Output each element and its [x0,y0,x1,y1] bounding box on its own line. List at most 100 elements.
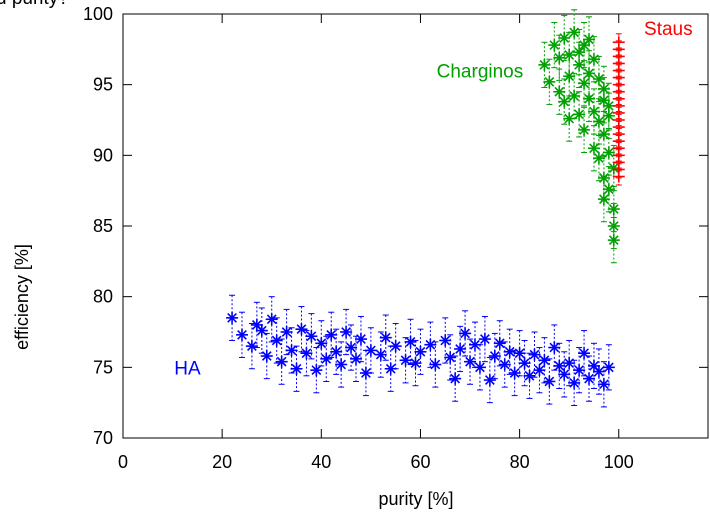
data-point [553,51,566,64]
data-point [597,94,610,107]
point-stroke [227,312,237,323]
point-stroke [316,338,327,349]
point-stroke [489,351,500,361]
data-point [330,345,343,358]
point-stroke [509,368,520,378]
point-stroke [554,52,565,63]
data-point [563,48,576,61]
data-point [295,323,308,336]
point-stroke [321,353,332,364]
data-point [384,362,397,375]
data-point [270,334,283,347]
data-point [464,355,477,368]
point-stroke [599,129,609,140]
y-tick-label: 90 [93,145,113,165]
point-stroke [564,358,575,368]
data-point [573,58,586,71]
point-stroke [599,379,609,390]
error-bars [228,9,622,408]
data-point [518,357,531,370]
data-point [483,374,496,387]
point-stroke [549,342,560,353]
data-point [379,331,392,344]
data-point [558,95,571,108]
point-stroke [475,362,485,373]
data-point [597,193,610,206]
point-stroke [281,327,292,337]
data-point [424,338,437,351]
data-point [473,361,486,374]
data-point [578,123,591,136]
y-tick-label: 85 [93,216,113,236]
data-point [607,234,620,247]
point-stroke [480,334,490,344]
point-stroke [589,361,599,371]
point-stroke [539,59,550,70]
data-point [459,327,472,340]
axis-ticks: 0 20 40 60 80 100 70 75 80 85 90 95 100 [83,4,708,472]
point-stroke [415,346,426,357]
point-stroke [356,334,366,344]
data-point [354,333,367,346]
point-stroke [608,221,619,231]
point-stroke [504,346,515,357]
data-point [414,345,427,358]
x-tick-label: 100 [604,452,634,472]
point-stroke [311,365,322,376]
data-point [449,372,462,385]
point-stroke [440,335,451,346]
point-stroke [603,100,614,111]
series-label: Staus [644,19,693,40]
data-point [265,313,278,326]
data-point [315,337,328,350]
data-point [592,73,605,86]
data-point [513,347,526,360]
point-stroke [365,345,376,356]
data-point [429,358,442,371]
data-point [612,170,625,183]
data-point [563,70,576,83]
point-stroke [579,348,589,359]
point-stroke [599,173,609,183]
x-tick-label: 0 [118,452,128,472]
point-stroke [351,353,361,364]
data-point [587,142,600,155]
point-stroke [361,368,371,378]
point-stroke [554,86,565,97]
x-tick-label: 80 [510,452,530,472]
point-stroke [603,110,614,121]
data-point [602,109,615,122]
point-stroke [425,339,436,350]
data-point [508,366,521,379]
point-stroke [579,125,589,135]
data-point [592,152,605,165]
point-stroke [574,59,584,70]
y-tick-label: 75 [93,357,113,377]
point-stroke [494,338,505,349]
data-point [235,328,248,341]
series-annotations: HA Charginos Staus [174,19,692,379]
data-point [573,46,586,59]
data-point [409,357,422,370]
data-point [285,344,298,357]
point-stroke [584,93,594,104]
data-point [583,33,596,46]
data-point [404,335,417,348]
data-point [607,203,620,216]
point-stroke [247,341,257,352]
point-stroke [331,346,342,357]
point-stroke [564,50,575,60]
point-stroke [306,331,317,342]
data-point [320,352,333,365]
data-point [488,350,501,363]
x-tick-label: 40 [311,452,331,472]
point-stroke [608,235,619,246]
point-stroke [574,109,584,120]
data-point [602,183,615,196]
data-point [568,376,581,389]
chart-title-fragment: d purity? [0,0,69,10]
data-point [602,146,615,159]
point-stroke [579,78,589,89]
point-stroke [460,328,470,339]
